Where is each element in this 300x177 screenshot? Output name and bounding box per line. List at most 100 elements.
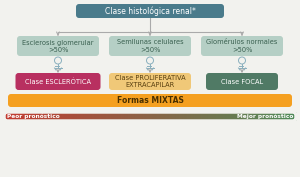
- Bar: [223, 112, 224, 121]
- Bar: [255, 112, 257, 121]
- Bar: [48, 112, 49, 121]
- Bar: [112, 112, 114, 121]
- Bar: [25, 112, 26, 121]
- Bar: [238, 112, 239, 121]
- Bar: [10, 112, 12, 121]
- Bar: [160, 112, 162, 121]
- Bar: [12, 112, 14, 121]
- Bar: [73, 112, 74, 121]
- Bar: [260, 112, 262, 121]
- Bar: [256, 112, 258, 121]
- Bar: [97, 112, 98, 121]
- Bar: [143, 112, 144, 121]
- Bar: [49, 112, 50, 121]
- Bar: [50, 112, 51, 121]
- Bar: [55, 112, 57, 121]
- Bar: [190, 112, 191, 121]
- Bar: [134, 112, 136, 121]
- Bar: [155, 112, 157, 121]
- Bar: [208, 112, 210, 121]
- Bar: [284, 112, 285, 121]
- Bar: [260, 112, 261, 121]
- Bar: [89, 112, 91, 121]
- Bar: [59, 112, 61, 121]
- Bar: [156, 112, 158, 121]
- Bar: [70, 112, 71, 121]
- Bar: [227, 112, 229, 121]
- Bar: [31, 112, 33, 121]
- Bar: [4, 112, 5, 121]
- Bar: [204, 112, 206, 121]
- Bar: [279, 112, 281, 121]
- Bar: [183, 112, 185, 121]
- Bar: [65, 112, 67, 121]
- Bar: [252, 112, 254, 121]
- Bar: [6, 112, 8, 121]
- Bar: [120, 112, 121, 121]
- Bar: [84, 112, 86, 121]
- Bar: [86, 112, 88, 121]
- Bar: [140, 112, 141, 121]
- FancyBboxPatch shape: [206, 73, 278, 90]
- Bar: [130, 112, 132, 121]
- Bar: [262, 112, 264, 121]
- Bar: [277, 112, 279, 121]
- Bar: [267, 112, 268, 121]
- Bar: [51, 112, 52, 121]
- Bar: [19, 112, 20, 121]
- FancyBboxPatch shape: [201, 36, 283, 56]
- Bar: [105, 112, 107, 121]
- Bar: [206, 112, 208, 121]
- Bar: [32, 112, 34, 121]
- Bar: [250, 112, 252, 121]
- Bar: [207, 112, 209, 121]
- Bar: [116, 112, 117, 121]
- Bar: [158, 112, 160, 121]
- Bar: [222, 112, 224, 121]
- Bar: [240, 112, 241, 121]
- Bar: [214, 112, 215, 121]
- Bar: [94, 112, 95, 121]
- Bar: [146, 112, 147, 121]
- Bar: [245, 112, 246, 121]
- Bar: [163, 112, 164, 121]
- Bar: [56, 112, 58, 121]
- Bar: [9, 112, 11, 121]
- Bar: [80, 112, 82, 121]
- Bar: [203, 112, 205, 121]
- Bar: [142, 112, 143, 121]
- Bar: [58, 112, 60, 121]
- Bar: [36, 112, 38, 121]
- Bar: [286, 112, 287, 121]
- Bar: [110, 112, 112, 121]
- Bar: [28, 112, 29, 121]
- Bar: [40, 112, 41, 121]
- Bar: [141, 112, 142, 121]
- Bar: [177, 112, 179, 121]
- Bar: [76, 112, 77, 121]
- Bar: [243, 112, 244, 121]
- Bar: [125, 112, 127, 121]
- Bar: [193, 112, 194, 121]
- Bar: [167, 112, 168, 121]
- Bar: [23, 112, 24, 121]
- Bar: [247, 112, 248, 121]
- Bar: [87, 112, 89, 121]
- Bar: [269, 112, 270, 121]
- Bar: [75, 112, 76, 121]
- Bar: [122, 112, 123, 121]
- Bar: [22, 112, 23, 121]
- Bar: [166, 112, 167, 121]
- Bar: [257, 112, 259, 121]
- Bar: [176, 112, 178, 121]
- Bar: [123, 112, 124, 121]
- Bar: [81, 112, 83, 121]
- Text: Mejor pronóstico: Mejor pronóstico: [237, 114, 293, 119]
- Text: Clase PROLIFERATIVA
EXTRACAPILAR: Clase PROLIFERATIVA EXTRACAPILAR: [115, 75, 185, 88]
- Bar: [171, 112, 172, 121]
- Bar: [273, 112, 274, 121]
- Bar: [212, 112, 213, 121]
- Bar: [286, 112, 288, 121]
- Bar: [157, 112, 159, 121]
- Bar: [82, 112, 84, 121]
